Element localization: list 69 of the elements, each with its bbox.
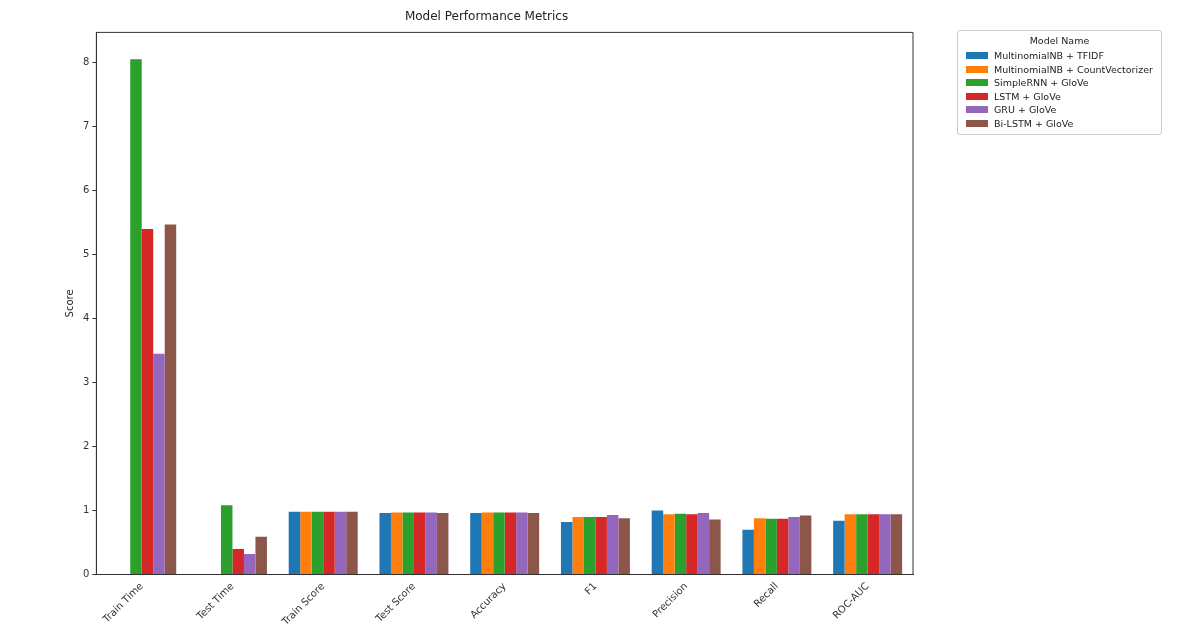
- bar: [481, 512, 494, 574]
- bar: [232, 548, 244, 574]
- bar: [425, 512, 437, 574]
- y-tick-label: 1: [82, 504, 90, 516]
- bar: [390, 512, 403, 574]
- bar: [742, 529, 754, 574]
- bar: [130, 59, 142, 574]
- bar: [844, 514, 857, 574]
- bar: [436, 513, 449, 574]
- bar: [153, 353, 165, 574]
- bar: [220, 505, 233, 574]
- bar: [560, 522, 573, 574]
- y-tick-label: 7: [82, 120, 90, 132]
- chart-title: Model Performance Metrics: [404, 9, 569, 24]
- bar: [346, 511, 358, 574]
- bar: [867, 514, 880, 574]
- legend-label: LSTM + GloVe: [994, 90, 1061, 102]
- legend-label: SimpleRNN + GloVe: [994, 77, 1089, 89]
- bar: [288, 511, 301, 574]
- bar: [697, 513, 710, 574]
- bar: [300, 511, 312, 574]
- bar: [413, 512, 426, 574]
- y-tick-label: 2: [82, 440, 90, 452]
- bar: [243, 554, 256, 574]
- legend-label: GRU + GloVe: [994, 104, 1057, 116]
- bar: [255, 536, 267, 574]
- bar: [527, 513, 540, 574]
- bar: [606, 514, 619, 574]
- bar: [890, 514, 903, 574]
- bar: [379, 513, 391, 574]
- bar: [516, 512, 528, 574]
- bar: [879, 514, 891, 574]
- bar: [856, 514, 868, 574]
- y-axis-title: Score: [63, 289, 75, 318]
- bar: [141, 228, 154, 574]
- legend-label: Bi-LSTM + GloVe: [994, 117, 1074, 129]
- bar: [765, 518, 777, 574]
- bar: [651, 510, 664, 574]
- bar: [572, 516, 584, 574]
- bar: [323, 511, 335, 574]
- y-tick-label: 0: [82, 568, 90, 580]
- y-tick-label: 3: [82, 376, 90, 388]
- bar: [618, 518, 630, 574]
- bar: [776, 518, 789, 574]
- bar: [164, 224, 177, 574]
- y-tick-label: 6: [82, 184, 90, 196]
- x-tick-label: F1: [582, 580, 599, 597]
- y-tick-label: 4: [82, 312, 90, 324]
- bar: [788, 516, 800, 574]
- bar: [833, 520, 845, 574]
- y-tick-label: 8: [82, 56, 90, 68]
- bar: [504, 512, 517, 574]
- bar: [470, 513, 482, 574]
- legend-label: MultinomialNB + TFIDF: [994, 50, 1104, 62]
- bar: [686, 514, 698, 574]
- bar: [583, 516, 596, 574]
- bar: [753, 518, 766, 574]
- bar: [799, 515, 812, 574]
- y-tick-label: 5: [82, 248, 90, 260]
- bar: [674, 513, 687, 574]
- bar: [311, 511, 324, 574]
- bar: [493, 512, 505, 574]
- bar: [334, 511, 347, 574]
- legend-title: Model Name: [1028, 35, 1091, 46]
- bar: [709, 519, 721, 574]
- bar: [402, 512, 414, 574]
- bar: [595, 516, 607, 574]
- legend-label: MultinomialNB + CountVectorizer: [994, 63, 1153, 75]
- bar: [663, 514, 675, 574]
